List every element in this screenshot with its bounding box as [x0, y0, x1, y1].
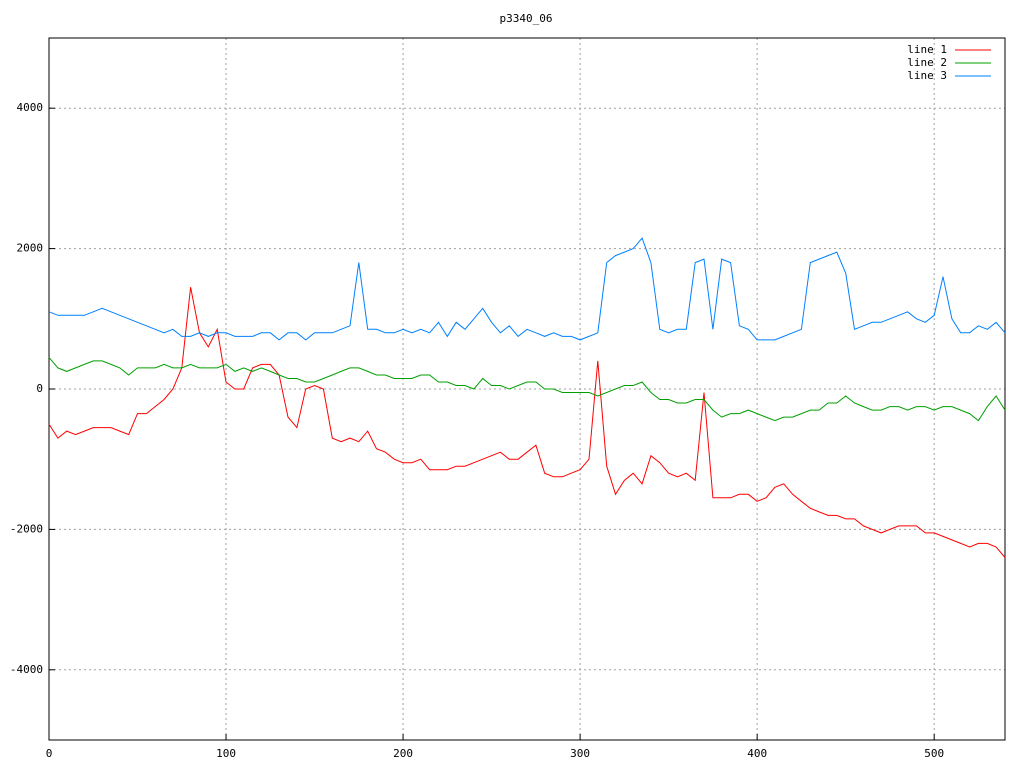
legend-label: line 2: [907, 56, 947, 69]
plot-frame: [48, 37, 1006, 741]
chart-title: p3340_06: [500, 12, 553, 25]
y-tick-label: -2000: [10, 522, 43, 535]
y-tick-label: -4000: [10, 663, 43, 676]
series-line: [48, 287, 1006, 558]
series-line: [48, 237, 1006, 341]
x-tick-label: 500: [924, 747, 944, 760]
legend-label: line 3: [907, 69, 947, 82]
x-tick-label: 100: [216, 747, 236, 760]
x-tick-label: 200: [393, 747, 413, 760]
x-tick-label: 300: [570, 747, 590, 760]
x-tick-label: 400: [747, 747, 767, 760]
legend-label: line 1: [907, 43, 947, 56]
y-tick-label: 0: [36, 382, 43, 395]
x-tick-label: 0: [46, 747, 53, 760]
y-tick-label: 4000: [17, 101, 44, 114]
y-tick-label: 2000: [17, 242, 44, 255]
series-line: [48, 357, 1006, 422]
